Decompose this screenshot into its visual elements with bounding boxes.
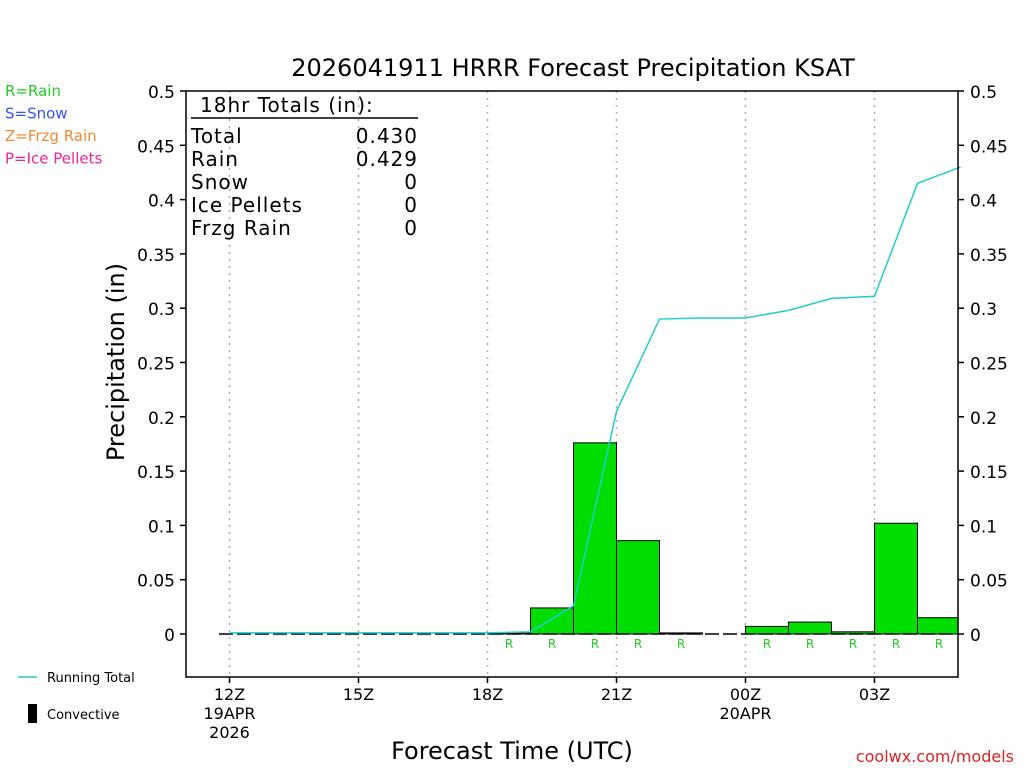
- totals-row-label: Ice Pellets: [191, 193, 303, 217]
- x-tick-label: 18Z: [472, 685, 503, 704]
- totals-row-value: 0.429: [356, 147, 418, 171]
- y-tick-label-right: 0.1: [970, 517, 997, 537]
- running-total-series: [229, 166, 961, 634]
- precip-type-label: R: [935, 637, 943, 651]
- x-tick-label: 00Z: [730, 685, 761, 704]
- y-tick-label-left: 0: [164, 626, 175, 646]
- convective-swatch: [28, 704, 37, 723]
- totals-row-label: Total: [190, 124, 243, 148]
- y-tick-label-right: 0.25: [970, 355, 1008, 375]
- legend-entry: S=Snow: [5, 105, 68, 123]
- y-tick-label-right: 0.5: [970, 83, 997, 103]
- precip-type-label: R: [634, 637, 642, 651]
- totals-row-value: 0.430: [356, 124, 418, 148]
- precip-bars: [487, 442, 959, 635]
- y-tick-label-right: 0.05: [970, 572, 1008, 592]
- legend-entry: P=Ice Pellets: [5, 150, 102, 168]
- legend-entry: R=Rain: [5, 82, 61, 100]
- y-tick-label-left: 0.35: [137, 246, 175, 266]
- y-tick-label-right: 0.35: [970, 246, 1008, 266]
- totals-row-value: 0: [404, 193, 418, 217]
- precip-type-label: R: [849, 637, 857, 651]
- totals-heading: 18hr Totals (in):: [200, 93, 374, 117]
- y-tick-label-right: 0.3: [970, 300, 997, 320]
- y-tick-label-right: 0.4: [970, 192, 997, 212]
- precip-bar: [573, 442, 617, 635]
- totals-row-value: 0: [404, 170, 418, 194]
- x-tick-label: 19APR: [203, 704, 255, 723]
- precip-bar: [616, 540, 660, 635]
- y-tick-label-right: 0.15: [970, 463, 1008, 483]
- precip-bar: [530, 607, 574, 635]
- totals-row-label: Rain: [191, 147, 239, 171]
- x-tick-label: 2026: [209, 723, 250, 742]
- precip-type-label: R: [677, 637, 685, 651]
- y-tick-label-right: 0: [970, 626, 981, 646]
- precip-bar: [745, 625, 789, 635]
- precip-type-label: R: [591, 637, 599, 651]
- legend-running-total: Running Total: [47, 671, 135, 686]
- totals-row-value: 0: [404, 216, 418, 240]
- plot-frame: [185, 90, 959, 678]
- y-tick-label-left: 0.15: [137, 463, 175, 483]
- running-total-line: [229, 166, 961, 634]
- precip-bar: [874, 522, 918, 635]
- precip-type-label: R: [892, 637, 900, 651]
- precip-type-label: R: [806, 637, 814, 651]
- legend-convective: Convective: [47, 708, 120, 723]
- chart-title: 2026041911 HRRR Forecast Precipitation K…: [291, 54, 855, 82]
- plot-border: [185, 90, 959, 678]
- y-tick-label-left: 0.4: [148, 192, 175, 212]
- precip-type-label: R: [548, 637, 556, 651]
- totals-row-label: Frzg Rain: [191, 216, 292, 240]
- totals-row-label: Snow: [191, 170, 249, 194]
- x-tick-label: 12Z: [214, 685, 245, 704]
- precip-bar: [788, 621, 832, 635]
- y-tick-label-left: 0.25: [137, 355, 175, 375]
- precip-bar: [917, 617, 959, 635]
- y-tick-label-right: 0.45: [970, 137, 1008, 157]
- x-axis-label: Forecast Time (UTC): [391, 737, 633, 765]
- y-tick-label-left: 0.5: [148, 83, 175, 103]
- y-tick-label-left: 0.3: [148, 300, 175, 320]
- x-tick-label: 15Z: [343, 685, 374, 704]
- series-legend: Running Total Convective: [18, 671, 135, 723]
- y-tick-label-left: 0.2: [148, 409, 175, 429]
- gridlines: [228, 91, 876, 677]
- precip-type-label: R: [763, 637, 771, 651]
- precip-type-legend: R=Rain S=Snow Z=Frzg Rain P=Ice Pellets: [5, 82, 102, 168]
- x-tick-label: 21Z: [601, 685, 632, 704]
- y-axis-label: Precipitation (in): [102, 263, 130, 461]
- y-axis-right: 0 0.05 0.1 0.15 0.2 0.25 0.3 0.35 0.4 0.45 0.5: [958, 83, 1008, 646]
- y-tick-label-right: 0.2: [970, 409, 997, 429]
- y-axis-left: 0 0.05 0.1 0.15 0.2 0.25 0.3 0.35 0.4 0.45 0.5: [137, 83, 186, 646]
- totals-box: 18hr Totals (in): Total 0.430 Rain 0.429 Snow…: [190, 93, 418, 240]
- y-tick-label-left: 0.05: [137, 572, 175, 592]
- y-tick-label-left: 0.1: [148, 517, 175, 537]
- legend-entry: Z=Frzg Rain: [5, 127, 97, 145]
- x-tick-label: 03Z: [859, 685, 890, 704]
- precip-type-label: R: [505, 637, 513, 651]
- x-tick-label: 20APR: [719, 704, 771, 723]
- credit-text: coolwx.com/models: [856, 747, 1014, 766]
- y-tick-label-left: 0.45: [137, 137, 175, 157]
